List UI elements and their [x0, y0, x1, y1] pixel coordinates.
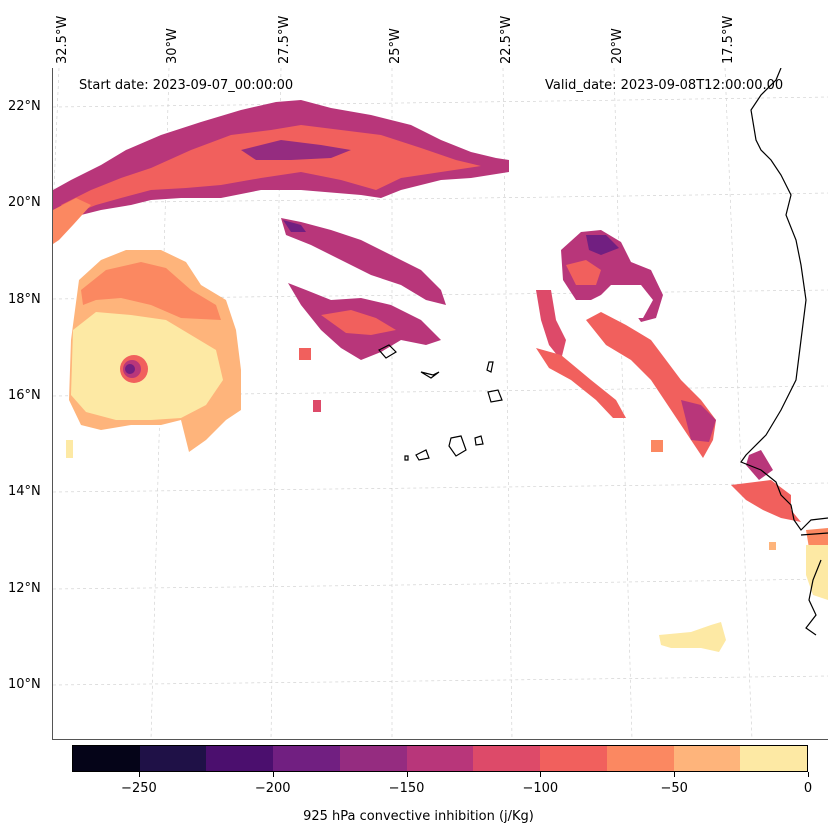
colorbar-segment [406, 746, 474, 771]
lon-label-17-5w: 17.5°W [721, 15, 736, 64]
start-date-label: Start date: 2023-09-07_00:00:00 [79, 78, 294, 93]
colorbar-tick-label: −50 [660, 781, 688, 796]
island-sao-vicente [420, 371, 440, 379]
island-santo-antao [378, 344, 397, 359]
colorbar-segment [540, 746, 607, 771]
colorbar-tick-label: −250 [121, 781, 157, 796]
colorbar-tick-label: 0 [803, 781, 813, 796]
contour-coast-light [806, 545, 828, 600]
cin-band-north [53, 100, 509, 244]
colorbar-tick-label: −200 [254, 781, 291, 796]
contour-central-dot2 [313, 400, 321, 412]
colorbar-tick-label: −150 [388, 781, 425, 796]
colorbar-tick [272, 772, 274, 777]
lon-label-32-5w: 32.5°W [55, 15, 70, 64]
contour-coast-top [746, 450, 773, 480]
contour-cyclone-tail [66, 440, 73, 458]
colorbar-segment [73, 746, 140, 771]
cin-band-east [536, 230, 716, 458]
contour-east-band [586, 312, 716, 458]
contour-north-inner [61, 125, 481, 215]
lat-label-14n: 14°N [8, 484, 41, 499]
coastline [378, 68, 828, 636]
contour-central-lower-inner [321, 310, 396, 335]
island-boa-vista [487, 389, 503, 403]
lat-label-22n: 22°N [8, 99, 41, 114]
island-fogo [415, 449, 430, 461]
colorbar-tick [138, 772, 140, 777]
lat-label-20n: 20°N [8, 195, 41, 210]
contour-east-ring-core [586, 235, 619, 255]
colorbar-tick [674, 772, 676, 777]
lon-label-30w: 30°W [165, 28, 180, 64]
island-maio [474, 435, 484, 446]
colorbar-segment [673, 746, 741, 771]
contour-east-strip2 [536, 348, 626, 418]
lat-label-10n: 10°N [8, 677, 41, 692]
contour-east-band-edge [681, 400, 716, 442]
contour-coast-dot [769, 542, 776, 550]
contour-cyclone-ring [81, 262, 221, 320]
contour-east-dot [651, 440, 663, 452]
contour-east-ring-hole [596, 285, 653, 318]
colorbar-segment [339, 746, 407, 771]
contour-north-edge [53, 198, 91, 244]
lon-label-20w: 20°W [610, 28, 625, 64]
lat-label-12n: 12°N [8, 581, 41, 596]
lon-label-22-5w: 22.5°W [499, 15, 514, 64]
contour-central-upper-core [283, 220, 306, 232]
colorbar-tick [406, 772, 408, 777]
contour-coast-band [731, 480, 801, 522]
map-svg [53, 68, 828, 739]
colorbar-segment [273, 746, 340, 771]
cin-band-central [281, 218, 446, 412]
colorbar [72, 745, 808, 772]
contour-north-core [241, 140, 351, 160]
lon-label-25w: 25°W [388, 28, 403, 64]
cyclone-system [66, 250, 241, 458]
contour-south-patch [659, 622, 726, 652]
africa-coastline [740, 68, 828, 636]
colorbar-segment [139, 746, 207, 771]
lat-label-16n: 16°N [8, 388, 41, 403]
lat-label-18n: 18°N [8, 292, 41, 307]
colorbar-segment [606, 746, 674, 771]
colorbar-segment [740, 746, 808, 771]
colorbar-title: 925 hPa convective inhibition (j/Kg) [303, 809, 534, 824]
contour-central-upper [281, 218, 446, 305]
colorbar-segment [473, 746, 541, 771]
map-area [52, 68, 828, 740]
lon-label-27-5w: 27.5°W [277, 15, 292, 64]
contour-east-ring-inner [566, 260, 601, 285]
colorbar-tick [540, 772, 542, 777]
contour-central-dot1 [299, 348, 311, 360]
contour-east-strip1 [536, 290, 566, 360]
valid-date-label: Valid_date: 2023-09-08T12:00:00.00 [545, 78, 784, 93]
island-santiago [448, 435, 467, 457]
colorbar-segment [206, 746, 274, 771]
colorbar-tick-label: −100 [522, 781, 559, 796]
colorbar-tick [808, 772, 809, 777]
cin-band-coast [659, 450, 828, 652]
island-brava [404, 455, 409, 461]
cyclone-eye-inner [125, 364, 135, 374]
island-sal [486, 361, 494, 373]
